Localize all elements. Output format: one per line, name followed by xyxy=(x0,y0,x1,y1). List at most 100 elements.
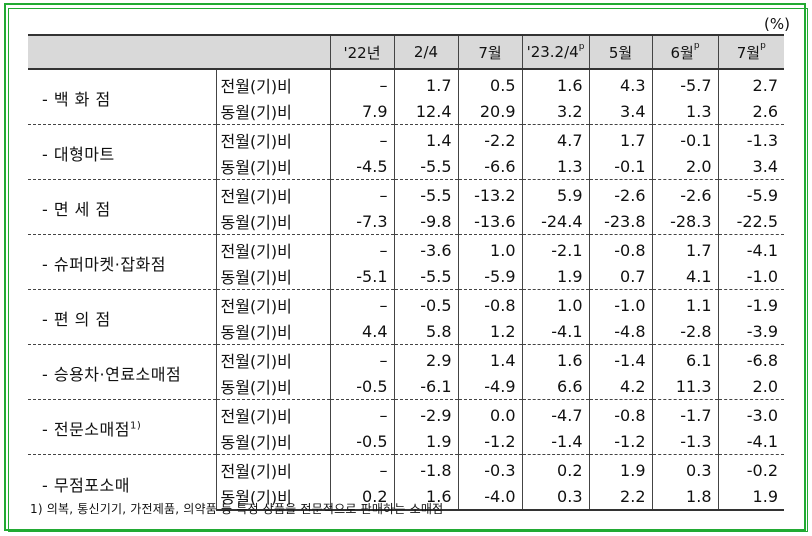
column-header-label: '22년 xyxy=(343,43,381,62)
value-cell: – xyxy=(329,234,394,263)
value-cell: 11.3 xyxy=(651,373,718,400)
table-row: - 전문소매점1) 전월(기)비 – -2.9 0.0 -4.7 -0.8 -1.7 -3.0 xyxy=(28,399,784,455)
value-cell: – xyxy=(329,69,394,98)
value-cell: -1.8 xyxy=(393,454,458,483)
footnote-mark: 1) xyxy=(129,420,142,432)
value-cell: 7.9 xyxy=(329,98,394,125)
value-cell: 1.3 xyxy=(651,98,718,125)
value-cell: -2.9 xyxy=(393,399,458,428)
value-cell: -13.2 xyxy=(457,179,522,208)
value-cell: 6.1 xyxy=(651,344,718,373)
value-cell: 1.9 xyxy=(521,263,589,290)
indicator-label: 전월(기)비 xyxy=(215,179,330,208)
value-cell: 0.3 xyxy=(521,483,589,511)
value-cell: 4.3 xyxy=(588,69,652,98)
table-body: - 백 화 점 전월(기)비 –1.7 0.5 1.6 4.3 -5.7 2.7 동월(기)비 7… xyxy=(28,69,784,511)
value-cell: -4.1 xyxy=(717,234,784,263)
value-cell: -1.0 xyxy=(588,289,652,318)
table-row: - 승용차·연료소매점 전월(기)비 –2.9 1.4 1.6 -1.4 6.1 -6.8 xyxy=(28,344,784,400)
value-cell: 3.2 xyxy=(521,98,589,125)
category-label: - 대형마트 xyxy=(28,124,216,180)
value-cell: 1.9 xyxy=(717,483,784,511)
value-cell: -1.2 xyxy=(457,428,522,455)
value-cell: 5.8 xyxy=(393,318,458,345)
value-cell: -5.5 xyxy=(393,179,458,208)
value-cell: 1.6 xyxy=(521,344,589,373)
value-cell: -5.1 xyxy=(329,263,394,290)
preliminary-mark: p xyxy=(693,40,700,51)
value-cell: 1.0 xyxy=(457,234,522,263)
value-cell: 3.4 xyxy=(588,98,652,125)
indicator-label: 동월(기)비 xyxy=(215,483,330,511)
value-cell: 1.0 xyxy=(521,289,589,318)
value-cell: 2.7 xyxy=(717,69,784,98)
value-cell: -24.4 xyxy=(521,208,589,235)
column-header: 6월p xyxy=(651,34,718,70)
indicator-label: 동월(기)비 xyxy=(215,263,330,290)
indicator-label: 전월(기)비 xyxy=(215,234,330,263)
value-cell: -0.1 xyxy=(588,153,652,180)
value-cell: -4.9 xyxy=(457,373,522,400)
value-cell: -23.8 xyxy=(588,208,652,235)
value-cell: 1.7 xyxy=(651,234,718,263)
table-row: - 백 화 점 전월(기)비 –1.7 0.5 1.6 4.3 -5.7 2.7 xyxy=(28,69,784,109)
category-label: - 승용차·연료소매점 xyxy=(28,344,216,400)
indicator-label: 동월(기)비 xyxy=(215,208,330,235)
value-cell: – xyxy=(329,289,394,318)
indicator-label: 동월(기)비 xyxy=(215,153,330,180)
category-text: - 승용차·연료소매점 xyxy=(42,365,182,384)
value-cell: -5.5 xyxy=(393,153,458,180)
indicator-label: 동월(기)비 xyxy=(215,428,330,455)
footnote: 1) 의복, 통신기기, 가전제품, 의약품 등 특정 상품을 전문적으로 판매… xyxy=(30,502,444,516)
value-cell: -6.8 xyxy=(717,344,784,373)
value-cell: – xyxy=(329,399,394,428)
value-cell: -0.1 xyxy=(651,124,718,153)
value-cell: -4.0 xyxy=(457,483,522,511)
indicator-label: 전월(기)비 xyxy=(215,399,330,428)
value-cell: -4.1 xyxy=(717,428,784,455)
category-text: - 면 세 점 xyxy=(42,200,111,219)
value-cell: -1.9 xyxy=(717,289,784,318)
value-cell: -4.5 xyxy=(329,153,394,180)
value-cell: 1.7 xyxy=(393,69,458,98)
column-header: 7월 xyxy=(457,34,522,70)
table-row: - 대형마트 전월(기)비 –1.4 -2.2 4.7 1.7 -0.1 -1.3 xyxy=(28,124,784,180)
value-cell: -4.7 xyxy=(521,399,589,428)
value-cell: 2.0 xyxy=(717,373,784,400)
category-label: - 면 세 점 xyxy=(28,179,216,235)
table-row: 동월(기)비 -5.1 -5.5 -5.9 1.9 0.7 4.1 -1.0 xyxy=(28,263,784,290)
value-cell: -3.6 xyxy=(393,234,458,263)
value-cell: -3.0 xyxy=(717,399,784,428)
value-cell: -1.7 xyxy=(651,399,718,428)
value-cell: 1.6 xyxy=(521,69,589,98)
value-cell: 2.6 xyxy=(717,98,784,125)
value-cell: -1.3 xyxy=(651,428,718,455)
indicator-label: 전월(기)비 xyxy=(215,289,330,318)
value-cell: 6.6 xyxy=(521,373,589,400)
retail-sales-table: '22년 2/4 7월 '23.2/4p 5월 6월p 7월p - 백 화 점 전월(기)비 –… xyxy=(28,34,784,511)
value-cell: – xyxy=(329,179,394,208)
value-cell: -5.7 xyxy=(651,69,718,98)
value-cell: 0.0 xyxy=(457,399,522,428)
indicator-label: 동월(기)비 xyxy=(215,98,330,125)
value-cell: -0.5 xyxy=(329,373,394,400)
value-cell: – xyxy=(329,344,394,373)
table-row: - 면 세 점 전월(기)비 – -5.5 -13.2 5.9 -2.6 -2.6 -5.9 xyxy=(28,179,784,235)
category-text: - 슈퍼마켓·잡화점 xyxy=(42,255,166,274)
value-cell: -2.1 xyxy=(521,234,589,263)
value-cell: 0.2 xyxy=(329,483,394,511)
value-cell: 1.4 xyxy=(457,344,522,373)
value-cell: -2.8 xyxy=(651,318,718,345)
column-header: 5월 xyxy=(588,34,652,70)
value-cell: -2.2 xyxy=(457,124,522,153)
value-cell: 1.9 xyxy=(393,428,458,455)
column-header: '22년 xyxy=(329,34,394,70)
column-header-label: 7월 xyxy=(478,43,502,62)
value-cell: 3.4 xyxy=(717,153,784,180)
value-cell: 1.3 xyxy=(521,153,589,180)
value-cell: -2.6 xyxy=(651,179,718,208)
value-cell: -22.5 xyxy=(717,208,784,235)
table-row: - 편 의 점 전월(기)비 – -0.5 -0.8 1.0 -1.0 1.1 -1.9 xyxy=(28,289,784,345)
indicator-label: 전월(기)비 xyxy=(215,454,330,483)
value-cell: -4.8 xyxy=(588,318,652,345)
